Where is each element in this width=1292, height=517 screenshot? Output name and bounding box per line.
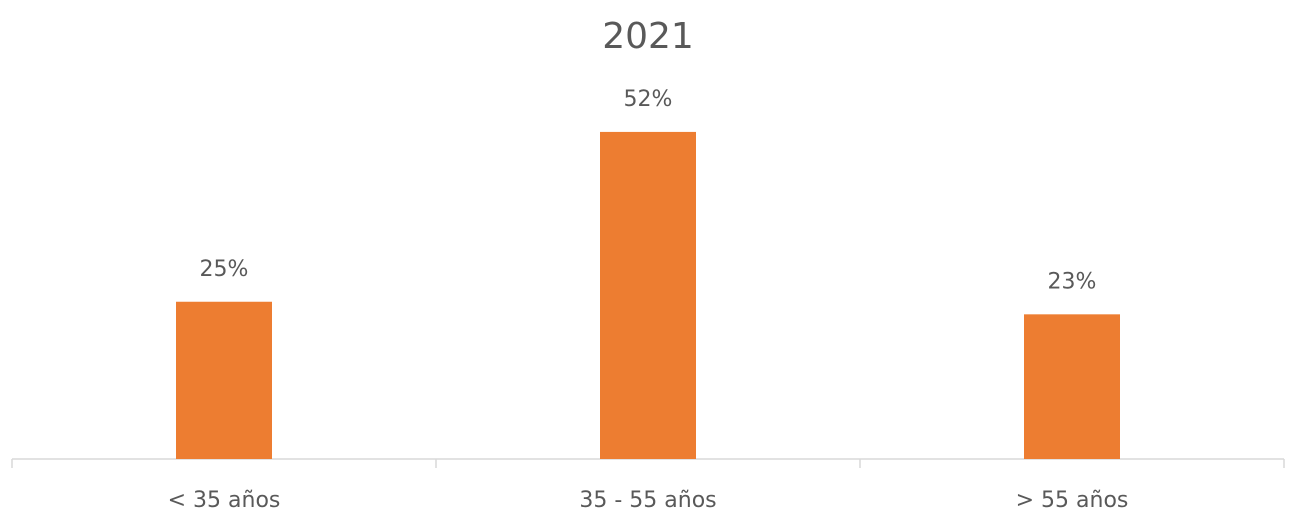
bar [600,131,696,460]
bar [176,301,272,459]
x-tick-label: < 35 años [168,488,281,513]
x-tick-label: > 55 años [1016,488,1129,513]
data-label: 52% [624,87,673,112]
data-label: 23% [1048,269,1097,294]
bar [1024,314,1120,459]
chart-title: 2021 [602,16,694,57]
x-tick-label: 35 - 55 años [579,488,716,513]
data-label: 25% [200,257,249,282]
